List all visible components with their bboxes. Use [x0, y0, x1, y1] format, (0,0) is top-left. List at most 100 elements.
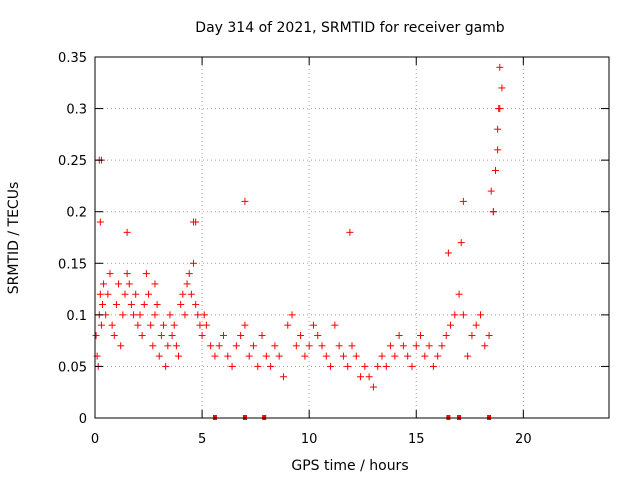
- data-point: [211, 352, 219, 360]
- data-point: [387, 342, 395, 350]
- data-point: [408, 362, 416, 370]
- data-point: [357, 373, 365, 381]
- data-point: [391, 352, 399, 360]
- data-point: [399, 342, 407, 350]
- data-point: [485, 331, 493, 339]
- data-point: [170, 321, 178, 329]
- data-point: [322, 352, 330, 360]
- x-tick-label: 10: [301, 432, 318, 447]
- data-point: [151, 311, 159, 319]
- data-point: [447, 321, 455, 329]
- y-tick-label: 0.3: [66, 103, 87, 118]
- data-point: [119, 311, 127, 319]
- data-point: [451, 311, 459, 319]
- data-point: [112, 301, 120, 309]
- data-point: [215, 342, 223, 350]
- data-point: [279, 373, 287, 381]
- data-point: [417, 331, 425, 339]
- y-tick-label: 0.2: [66, 206, 87, 221]
- x-tick-label: 5: [198, 432, 206, 447]
- data-point: [365, 373, 373, 381]
- data-point: [344, 362, 352, 370]
- data-point: [494, 146, 502, 154]
- data-point: [327, 362, 335, 370]
- data-point: [241, 197, 249, 205]
- data-point: [425, 342, 433, 350]
- data-point: [207, 342, 215, 350]
- y-tick-label: 0.1: [66, 309, 87, 324]
- data-point: [489, 208, 497, 216]
- data-point: [404, 352, 412, 360]
- data-point: [108, 321, 116, 329]
- data-point: [275, 352, 283, 360]
- data-point: [249, 342, 257, 350]
- data-point: [202, 321, 210, 329]
- data-point: [172, 342, 180, 350]
- data-point: [134, 321, 142, 329]
- data-point: [224, 352, 232, 360]
- data-point: [125, 280, 133, 288]
- data-point: [110, 331, 118, 339]
- data-point: [434, 352, 442, 360]
- x-tick-label: 0: [91, 432, 99, 447]
- chart-title: Day 314 of 2021, SRMTID for receiver gam…: [195, 20, 505, 36]
- data-point: [297, 331, 305, 339]
- data-point: [314, 331, 322, 339]
- data-point: [455, 290, 463, 298]
- data-point: [421, 352, 429, 360]
- data-point: [162, 362, 170, 370]
- data-point: [92, 331, 100, 339]
- data-point: [262, 352, 270, 360]
- data-point: [96, 290, 104, 298]
- data-point: [192, 301, 200, 309]
- data-point: [331, 321, 339, 329]
- data-point: [496, 63, 504, 71]
- y-axis-label: SRMTID / TECUs: [6, 182, 22, 295]
- y-tick-label: 0.25: [58, 154, 87, 169]
- data-point: [309, 321, 317, 329]
- data-point: [123, 270, 131, 278]
- data-point: [185, 270, 193, 278]
- data-point: [346, 228, 354, 236]
- data-point: [145, 290, 153, 298]
- data-point: [378, 352, 386, 360]
- data-point: [494, 125, 502, 133]
- data-point: [498, 84, 506, 92]
- label-layer: 0 0.05 0.1 0.15 0.2 0.25 0.3 0.35 0 5 10 15 20: [58, 51, 532, 447]
- data-point: [175, 352, 183, 360]
- data-point: [348, 342, 356, 350]
- data-point: [130, 311, 138, 319]
- data-point: [190, 259, 198, 267]
- data-point: [301, 352, 309, 360]
- data-point: [168, 331, 176, 339]
- x-tick-label: 15: [408, 432, 425, 447]
- data-point: [157, 331, 165, 339]
- data-point: [472, 321, 480, 329]
- data-point: [241, 321, 249, 329]
- data-point: [200, 311, 208, 319]
- x-axis-label: GPS time / hours: [291, 458, 408, 474]
- data-point: [220, 331, 227, 339]
- data-point: [149, 342, 157, 350]
- data-point: [318, 342, 326, 350]
- data-point: [198, 331, 206, 339]
- data-point: [160, 321, 168, 329]
- data-point: [395, 331, 403, 339]
- data-point: [153, 301, 161, 309]
- data-point: [412, 342, 420, 350]
- data-point: [442, 331, 450, 339]
- data-point: [115, 280, 123, 288]
- data-point: [457, 239, 465, 247]
- data-point: [284, 321, 292, 329]
- data-point: [369, 383, 377, 391]
- data-point: [228, 362, 236, 370]
- data-point: [468, 331, 476, 339]
- plot-frame: [94, 56, 610, 419]
- data-point: [102, 311, 110, 319]
- data-point: [292, 342, 300, 350]
- data-point: [481, 342, 489, 350]
- data-point: [121, 290, 129, 298]
- data-point: [438, 342, 446, 350]
- data-point: [104, 290, 112, 298]
